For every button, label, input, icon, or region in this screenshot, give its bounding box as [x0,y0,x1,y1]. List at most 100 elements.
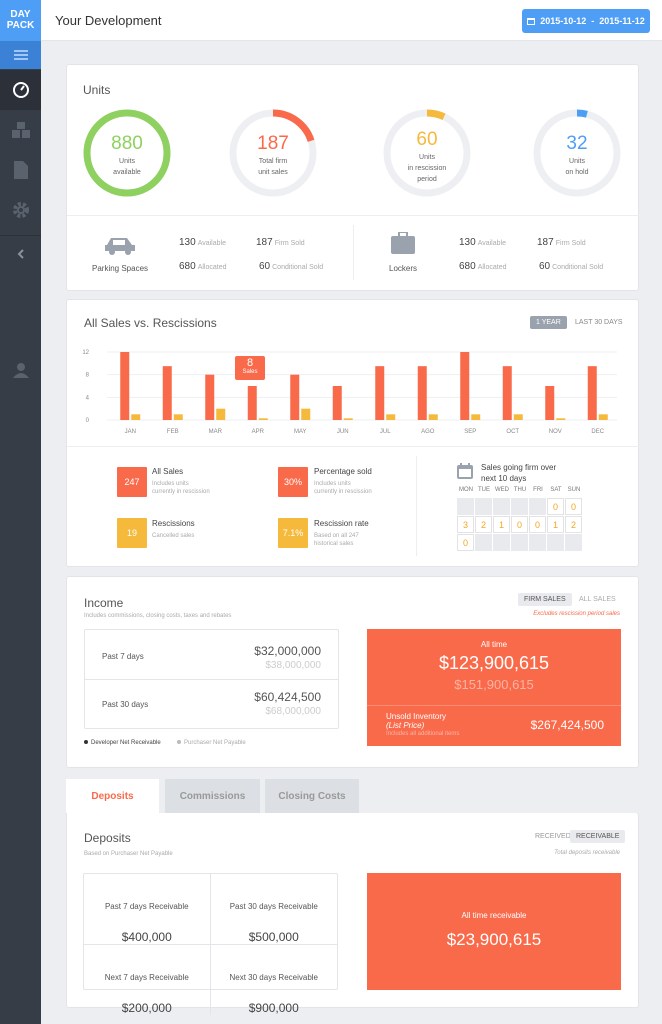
sub-line-2: historical sales [314,541,354,547]
tab-closing-costs[interactable]: Closing Costs [265,779,359,813]
logo-line-2: PACK [6,20,35,31]
calendar-cell [493,498,510,515]
unsold-sub: (List Price) [386,721,425,730]
calendar-cell: 1 [493,516,510,533]
one-year-button[interactable]: 1 YEAR [530,316,567,329]
divider [67,446,640,447]
rescissions-bar[interactable] [428,414,438,420]
rescission-rate-value: 7.1% [278,518,308,548]
sales-bar[interactable] [162,366,172,420]
all-sales-button[interactable]: ALL SALES [579,596,616,603]
chevron-left-icon [17,249,24,259]
rescissions-bar[interactable] [556,418,566,420]
rescissions-bar[interactable] [216,408,226,420]
sales-bar[interactable] [375,366,385,420]
calendar-cell: 0 [547,498,564,515]
label: Firm Sold [555,240,586,247]
y-tick-label: 4 [86,395,90,401]
divider [353,225,354,280]
rescissions-bar[interactable] [301,408,311,420]
last-30-days-button[interactable]: LAST 30 DAYS [575,319,623,326]
divider [416,456,417,556]
rescissions-bar[interactable] [131,414,141,420]
sales-bar[interactable] [247,386,257,420]
page-title: Your Development [55,13,162,28]
received-button[interactable]: RECEIVED [535,833,571,840]
calendar-cell [547,534,564,551]
unit-ring: 187 Total firm unit sales [229,109,317,197]
x-tick-label: DEC [591,429,604,435]
app-logo[interactable]: DAY PACK [0,0,41,41]
rescissions-bar[interactable] [386,414,396,420]
ring-label: in rescission [407,165,447,172]
briefcase-icon [391,232,415,254]
parking-label: Parking Spaces [92,264,149,273]
receivable-button[interactable]: RECEIVABLE [570,830,626,843]
sidebar-item-dashboard[interactable] [0,70,41,110]
sub-line-2: currently in rescission [152,489,210,495]
rescissions-bar[interactable] [343,418,353,420]
sales-card: All Sales vs. Rescissions 1 YEAR LAST 30… [66,299,640,567]
firm-sales-button[interactable]: FIRM SALES [518,593,572,606]
label: Allocated [197,264,227,271]
title-line-1: Sales going firm over [481,463,557,472]
rescissions-sub: Cancelled sales [152,532,194,540]
sub-line-1: Includes units [314,481,351,487]
menu-toggle-button[interactable] [0,41,41,69]
rescissions-bar[interactable] [471,414,481,420]
rescissions-bar[interactable] [258,418,268,420]
tab-deposits[interactable]: Deposits [66,779,159,814]
sales-bar[interactable] [205,374,215,420]
x-tick-label: JUL [380,429,391,435]
rescissions-title: Rescissions [152,519,195,528]
tab-commissions[interactable]: Commissions [165,779,260,813]
date-range-button[interactable]: 2015-10-12 - 2015-11-12 [522,9,650,33]
sales-bar[interactable] [120,352,130,420]
calendar-cell [511,534,528,551]
sales-bar[interactable] [587,366,597,420]
collapse-sidebar-button[interactable] [0,236,41,272]
unit-ring: 880 Units available [83,109,171,197]
x-tick-label: SEP [464,429,476,435]
calendar-cell: 0 [565,498,582,515]
divider [367,705,621,706]
calendar-day-header: FRI [533,487,543,493]
past-30-sub: $68,000,000 [265,706,321,717]
rescissions-bar[interactable] [598,414,608,420]
all-time-receivable-label: All time receivable [461,911,527,920]
calendar-cell [475,498,492,515]
value: 187 [256,237,273,248]
sales-bar[interactable] [502,366,512,420]
all-sales-sub: Includes units currently in rescission [152,480,210,496]
calendar-day-header: WED [495,487,509,493]
calendar-cell [511,498,528,515]
gear-icon [12,202,29,218]
calendar-cell [529,534,546,551]
sidebar-item-units[interactable] [0,110,41,150]
calendar-cell: 2 [565,516,582,533]
sales-bar[interactable] [417,366,427,420]
dashboard-icon [12,82,29,98]
label: Available [197,240,226,247]
ring-progress [229,109,317,197]
sub-line-1: Cancelled sales [152,533,195,539]
rescissions-bar[interactable] [513,414,523,420]
deposit-cell: Past 7 days Receivable $400,000 [84,874,211,945]
sales-bar[interactable] [332,386,342,420]
sales-bar[interactable] [290,374,300,420]
income-subtitle: Includes commissions, closing costs, tax… [84,613,232,619]
tooltip-value: 8 [246,357,254,369]
ring-text: 60 Units in rescission period [383,129,471,184]
sidebar-item-documents[interactable] [0,150,41,190]
value: 680 [179,261,196,272]
sales-bar[interactable] [545,386,555,420]
x-tick-label: APR [252,429,265,435]
rescissions-bar[interactable] [173,414,183,420]
sales-bar[interactable] [460,352,470,420]
all-time-receivable-value: $23,900,615 [446,930,542,949]
sidebar-item-profile[interactable] [0,350,41,390]
sidebar-item-settings[interactable] [0,190,41,230]
value: 130 [459,237,476,248]
sidebar-divider [0,235,41,236]
cell-label: Past 30 days Receivable [229,902,318,911]
